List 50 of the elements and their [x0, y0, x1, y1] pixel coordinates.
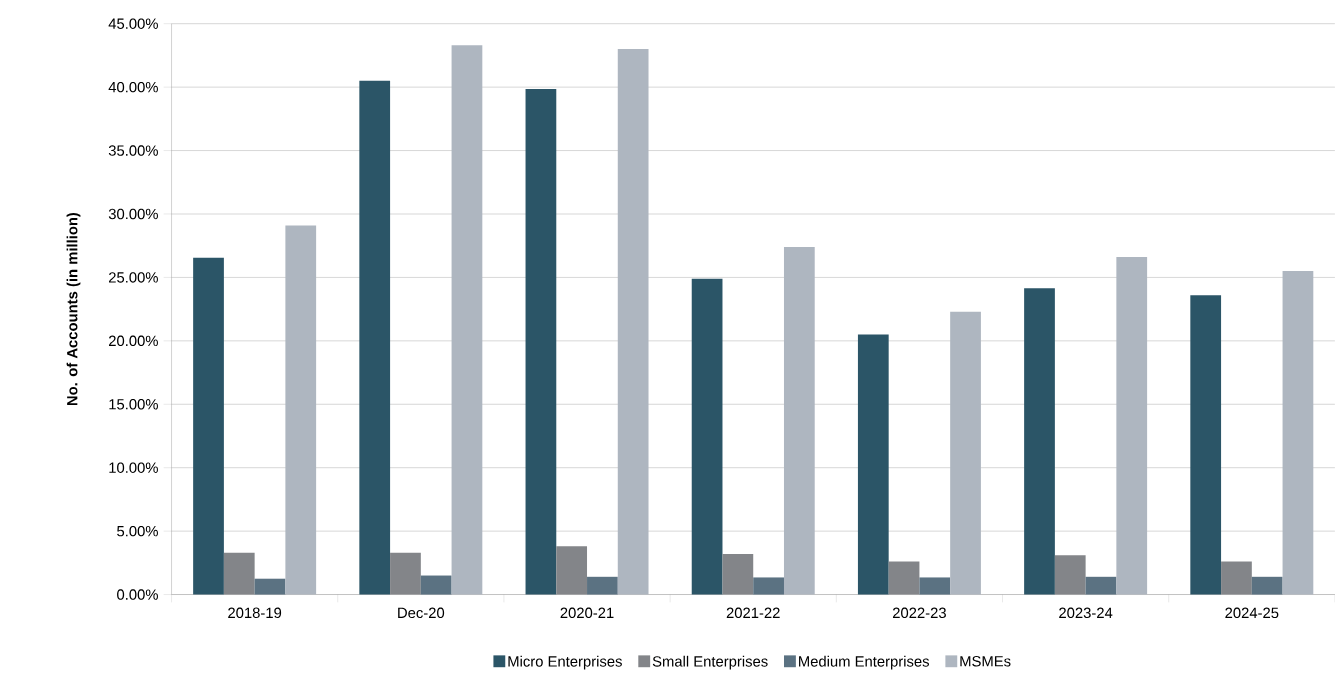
bar	[1251, 576, 1283, 595]
legend-label: MSMEs	[960, 655, 1011, 667]
x-tick-label: 2018-19	[228, 607, 282, 618]
x-tick-label: 2023-24	[1059, 607, 1113, 618]
bar	[1190, 294, 1222, 595]
bar	[285, 225, 317, 595]
bar	[722, 553, 754, 595]
bar	[587, 576, 618, 595]
y-tick-label: 10.00%	[109, 462, 158, 473]
legend-label: Medium Enterprises	[799, 655, 929, 670]
y-tick-label: 30.00%	[108, 208, 158, 220]
y-tick-label: 15.00%	[109, 398, 158, 410]
bar	[525, 88, 557, 595]
y-tick-label: 20.00%	[109, 335, 158, 346]
bar	[888, 561, 920, 595]
bar	[1024, 287, 1055, 595]
bar	[1054, 555, 1086, 595]
bar	[390, 552, 421, 595]
bar	[1085, 576, 1117, 595]
bar	[617, 48, 649, 595]
y-tick-label: 0.00%	[117, 589, 158, 600]
y-tick-label: 5.00%	[117, 525, 158, 537]
y-tick-label: 35.00%	[108, 145, 158, 156]
x-tick-label: Dec-20	[398, 607, 445, 618]
bar	[193, 257, 224, 595]
legend-label: Small Enterprises	[652, 655, 768, 670]
bar	[359, 80, 391, 595]
bar	[1282, 270, 1314, 595]
x-tick-label: 2021-22	[726, 607, 780, 618]
bar	[254, 578, 286, 595]
bar	[420, 575, 452, 595]
bar	[1116, 256, 1148, 595]
x-tick-label: 2024-25	[1225, 607, 1279, 618]
bar	[753, 577, 784, 595]
bar	[691, 278, 723, 595]
bar	[556, 546, 588, 595]
x-tick-label: 2020-21	[560, 607, 614, 618]
legend-label: Micro Enterprises	[508, 655, 622, 670]
y-tick-label: 25.00%	[109, 271, 158, 283]
bar	[919, 577, 951, 595]
bar	[451, 45, 483, 595]
y-tick-label: 45.00%	[108, 18, 158, 29]
bar	[857, 334, 889, 595]
x-tick-label: 2022-23	[892, 607, 946, 618]
bar	[223, 552, 255, 595]
y-axis-title: No. of Accounts (in million)	[66, 212, 81, 405]
bar	[783, 246, 815, 595]
bar	[1221, 561, 1252, 595]
y-tick-label: 40.00%	[108, 81, 158, 93]
bar	[950, 311, 981, 595]
